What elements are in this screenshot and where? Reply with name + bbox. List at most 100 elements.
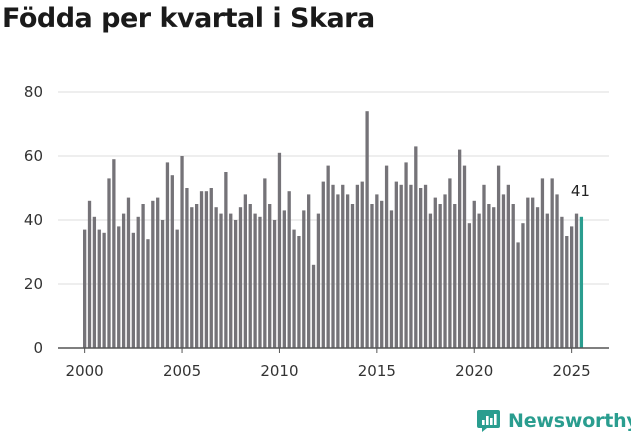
bar	[121, 213, 126, 348]
bar	[302, 210, 306, 348]
bar	[375, 194, 379, 348]
bar	[83, 229, 87, 348]
bar	[394, 181, 398, 348]
bar	[550, 178, 554, 348]
bar	[516, 242, 520, 348]
bar	[214, 207, 218, 348]
bar	[438, 204, 442, 348]
bar	[102, 232, 106, 348]
bar	[365, 111, 369, 348]
bar	[414, 146, 418, 348]
y-tick-label: 80	[24, 83, 43, 101]
bar	[292, 229, 296, 348]
bar	[457, 149, 462, 348]
bar	[268, 204, 272, 348]
bar	[97, 229, 101, 348]
bar	[389, 210, 394, 348]
bar	[350, 204, 355, 348]
y-tick-label: 0	[33, 339, 43, 357]
bar	[448, 178, 452, 348]
bar	[117, 226, 121, 348]
bar	[141, 204, 145, 348]
bar	[243, 194, 248, 348]
bar	[180, 156, 184, 348]
y-tick-label: 20	[24, 275, 43, 293]
bar	[399, 184, 403, 348]
bar	[355, 184, 360, 348]
bar	[248, 204, 252, 348]
x-axis	[58, 347, 609, 353]
bar	[409, 184, 413, 348]
bar	[521, 223, 525, 348]
bar	[209, 188, 213, 348]
x-tick-label: 2000	[66, 362, 104, 380]
x-tick-label: 2010	[260, 362, 298, 380]
bar	[341, 184, 345, 348]
bar	[462, 165, 467, 348]
bar	[443, 194, 447, 348]
bar	[287, 191, 291, 348]
bar	[433, 197, 437, 348]
bar	[224, 172, 228, 348]
bar	[170, 175, 174, 348]
bar	[526, 197, 530, 348]
bar	[307, 194, 311, 348]
bar	[360, 181, 364, 348]
bar	[136, 216, 140, 348]
bar	[326, 165, 330, 348]
bar	[419, 188, 423, 348]
x-tick-label: 2025	[553, 362, 591, 380]
last-value-label: 41	[571, 182, 590, 200]
x-axis-labels: 2000 2005 2010 2015 2020 2025	[66, 362, 591, 380]
bar	[482, 184, 486, 348]
bar	[331, 184, 335, 348]
bar	[467, 223, 472, 348]
bar	[233, 220, 238, 348]
bar	[165, 162, 170, 348]
y-axis-labels: 0 20 40 60 80	[24, 83, 43, 357]
bar	[297, 236, 301, 348]
bar	[384, 165, 389, 348]
bar	[487, 204, 491, 348]
bar	[321, 181, 325, 348]
bar	[277, 152, 282, 348]
bar	[336, 194, 340, 348]
chart-title: Födda per kvartal i Skara	[2, 3, 375, 34]
bar	[258, 216, 262, 348]
bar	[380, 200, 384, 348]
bar	[492, 207, 496, 348]
y-tick-label: 60	[24, 147, 43, 165]
x-tick-label: 2020	[455, 362, 493, 380]
bar	[531, 197, 535, 348]
bar	[496, 165, 501, 348]
bar	[311, 264, 316, 348]
x-tick-label: 2005	[163, 362, 201, 380]
bar	[316, 213, 321, 348]
bar	[423, 184, 428, 348]
bar	[263, 178, 267, 348]
bar	[199, 191, 204, 348]
bar	[370, 204, 374, 348]
bar	[540, 178, 545, 348]
bar	[545, 213, 549, 348]
bar	[272, 220, 277, 348]
bar	[107, 178, 111, 348]
bar	[87, 200, 92, 348]
bar	[238, 207, 243, 348]
bar	[453, 204, 457, 348]
bar	[477, 213, 481, 348]
bar	[511, 204, 515, 348]
newsworthy-brand[interactable]: Newsworthy	[476, 408, 631, 433]
brand-name: Newsworthy	[508, 409, 631, 432]
bar	[112, 159, 116, 348]
bar	[190, 207, 194, 348]
bar	[195, 204, 199, 348]
x-tick-label: 2015	[358, 362, 396, 380]
bar	[229, 213, 233, 348]
bar	[156, 197, 160, 348]
bar	[555, 194, 559, 348]
bar	[570, 226, 574, 348]
bar	[472, 200, 476, 348]
bar-series	[83, 111, 584, 348]
